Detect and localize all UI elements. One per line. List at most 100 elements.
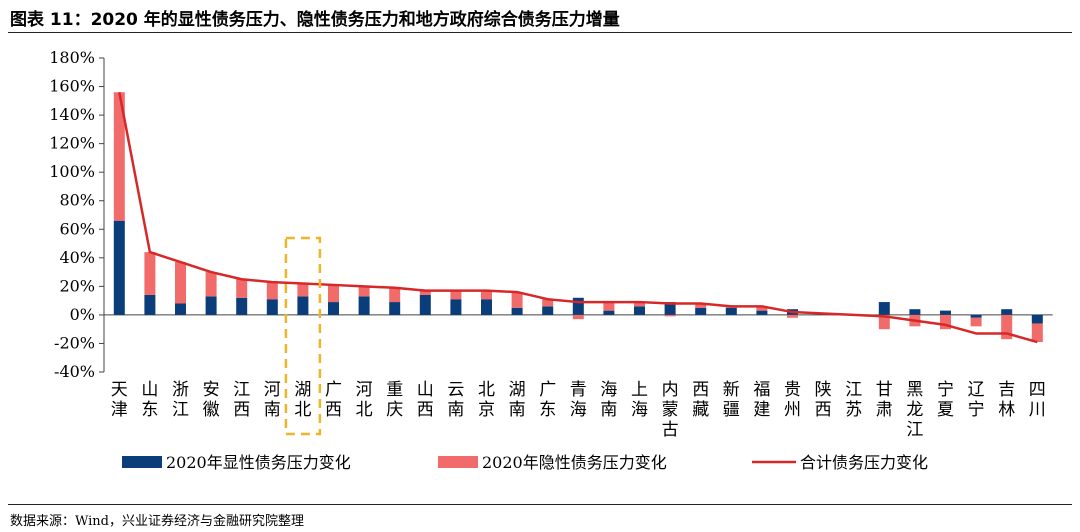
legend-swatch-explicit [122, 456, 162, 468]
explicit-bar [175, 303, 186, 315]
explicit-bar [450, 299, 462, 315]
x-category-label: 山东 [141, 380, 158, 420]
legend-label-total: 合计债务压力变化 [800, 453, 928, 472]
implicit-bar [205, 272, 217, 297]
explicit-bar [297, 296, 309, 315]
explicit-bar [266, 299, 278, 315]
bars [113, 92, 1043, 343]
y-tick-label: 60% [59, 219, 95, 238]
implicit-bar [236, 279, 248, 298]
x-category-label: 黑龙江 [906, 380, 923, 440]
source-rule [8, 504, 1072, 505]
implicit-bar [175, 262, 186, 304]
implicit-bar [389, 287, 401, 303]
legend-label-explicit: 2020年显性债务压力变化 [166, 453, 351, 472]
explicit-bar [1031, 314, 1043, 324]
x-category-label: 湖南 [509, 380, 526, 420]
x-category-label: 宁夏 [937, 380, 954, 420]
x-category-label: 浙江 [172, 380, 189, 420]
explicit-bar [113, 220, 125, 315]
x-category-label: 河北 [356, 380, 373, 420]
y-tick-label: -20% [54, 333, 95, 352]
legend: 2020年显性债务压力变化 2020年隐性债务压力变化 合计债务压力变化 [122, 453, 928, 472]
implicit-bar [1031, 323, 1043, 343]
implicit-bar [481, 290, 492, 300]
explicit-bar [940, 310, 951, 315]
y-tick-label: 80% [59, 191, 95, 210]
y-tick-label: -40% [54, 362, 95, 381]
x-category-label: 陕西 [815, 380, 832, 420]
y-tick-label: 120% [49, 134, 95, 153]
implicit-bar [450, 290, 462, 300]
implicit-bar [970, 317, 982, 327]
implicit-bar [1001, 314, 1013, 340]
y-axis: -40% -20% 0% 20% 40% 60% 80% 100% 120% 140% 160% 18… [49, 48, 1053, 381]
explicit-bar [725, 307, 737, 315]
y-tick-label: 180% [49, 48, 95, 67]
y-tick-label: 160% [49, 77, 95, 96]
total-line-layer [118, 92, 1038, 344]
implicit-bar [878, 314, 890, 330]
implicit-bar [144, 252, 156, 295]
x-category-label: 青海 [570, 380, 587, 420]
explicit-bar [664, 302, 676, 315]
x-category-label: 重庆 [386, 380, 403, 420]
implicit-bar [266, 282, 278, 300]
implicit-bar [634, 302, 645, 307]
implicit-bar [695, 303, 707, 308]
explicit-bar [481, 299, 492, 315]
x-category-label: 西藏 [692, 380, 709, 420]
x-category-label: 新疆 [723, 380, 740, 420]
explicit-bar [695, 307, 707, 315]
x-category-label: 河南 [264, 380, 281, 420]
x-category-label: 云南 [447, 380, 464, 420]
chart: -40% -20% 0% 20% 40% 60% 80% 100% 120% 140% 160% 18… [49, 48, 1053, 472]
explicit-bar [389, 302, 401, 315]
explicit-bar [909, 309, 921, 315]
explicit-bar [144, 294, 156, 315]
x-category-label: 北京 [478, 380, 495, 420]
legend-swatch-implicit [438, 456, 478, 468]
x-category-label: 吉林 [998, 380, 1015, 420]
implicit-bar [603, 302, 615, 311]
x-category-label: 四川 [1029, 380, 1046, 420]
x-category-label: 广西 [325, 380, 342, 420]
implicit-bar [358, 286, 370, 297]
implicit-bar [787, 314, 798, 318]
highlight-box-hubei [284, 236, 322, 436]
y-tick-label: 140% [49, 105, 95, 124]
explicit-bar [1001, 309, 1013, 315]
x-category-label: 湖北 [294, 380, 311, 420]
x-category-label: 安徽 [203, 380, 220, 420]
implicit-bar [940, 314, 951, 330]
implicit-bar [328, 284, 339, 303]
x-category-label: 江西 [233, 380, 250, 420]
implicit-bar [756, 306, 768, 311]
x-category-label: 贵州 [784, 380, 801, 420]
x-category-label: 广东 [539, 380, 556, 420]
explicit-bar [205, 296, 217, 315]
implicit-bar [542, 299, 554, 307]
title-rule [8, 32, 1072, 33]
explicit-bar [756, 310, 768, 315]
implicit-bar [113, 92, 125, 221]
x-category-label: 甘肃 [876, 380, 893, 420]
implicit-bar [664, 314, 676, 317]
x-category-label: 辽宁 [968, 380, 985, 420]
x-category-label: 江苏 [845, 380, 862, 420]
x-category-label: 福建 [753, 380, 770, 420]
explicit-bar [511, 307, 523, 315]
chart-title: 图表 11：2020 年的显性债务压力、隐性债务压力和地方政府综合债务压力增量 [10, 10, 620, 30]
total-debt-line [118, 92, 1038, 344]
implicit-bar [511, 292, 523, 308]
x-category-label: 山西 [417, 380, 434, 420]
y-tick-label: 20% [59, 276, 95, 295]
x-category-label: 内蒙古 [662, 380, 679, 440]
implicit-bar [297, 283, 309, 297]
y-tick-label: 100% [49, 162, 95, 181]
explicit-bar [542, 306, 554, 315]
x-axis-categories: 天津山东浙江安徽江西河南湖北广西河北重庆山西云南北京湖南广东青海海南上海内蒙古西… [111, 236, 1046, 440]
explicit-bar [328, 302, 339, 315]
explicit-bar [970, 314, 982, 318]
explicit-bar [419, 294, 431, 315]
